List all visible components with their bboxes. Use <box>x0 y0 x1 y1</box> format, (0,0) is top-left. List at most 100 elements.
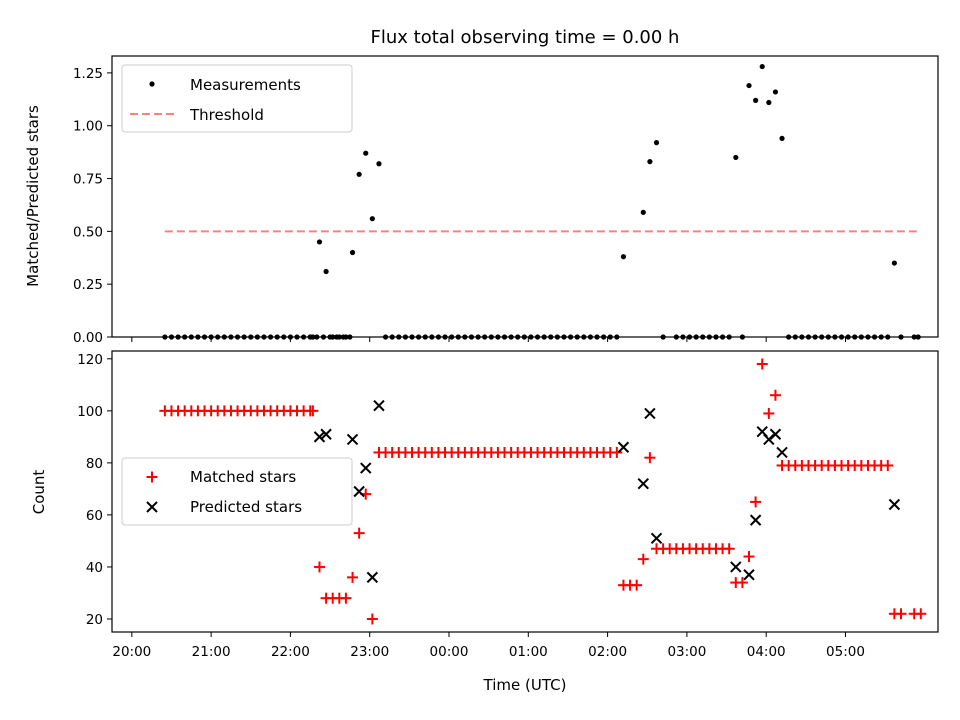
bottom-y-tick-label: 60 <box>86 508 103 524</box>
top-y-tick-label: 0.25 <box>73 277 103 293</box>
legend-measurements-label: Measurements <box>190 76 301 94</box>
predicted-star-point <box>320 428 332 440</box>
predicted-star-point <box>637 477 649 490</box>
x-tick-label: 01:00 <box>509 644 548 660</box>
top-y-tick-label: 0.00 <box>73 330 103 346</box>
top-y-tick-label: 1.00 <box>73 119 103 135</box>
x-tick-label: 22:00 <box>271 644 310 660</box>
bottom-panel: 20 40 60 80 100 120 20:00 21:00 22:00 23:00 00:00… <box>30 350 939 694</box>
matched-star-point <box>347 571 359 583</box>
bottom-axes-frame <box>111 350 939 633</box>
x-tick-label: 23:00 <box>350 644 389 660</box>
x-tick-label: 20:00 <box>112 644 151 660</box>
measurement-point <box>349 249 356 256</box>
legend-matched-marker <box>146 471 158 483</box>
matched-star-point <box>631 579 643 591</box>
predicted-star-point <box>730 561 742 573</box>
matched-star-point <box>611 446 623 458</box>
measurement-point <box>323 268 329 275</box>
top-legend: Measurements Threshold <box>121 64 353 133</box>
chart-title: Flux total observing time = 0.00 h <box>371 27 680 48</box>
matched-star-point <box>763 407 775 419</box>
top-x-ticks <box>131 337 846 342</box>
bottom-y-axis-label: Count <box>30 470 48 515</box>
matched-star-point <box>637 553 649 565</box>
matched-star-point <box>756 358 768 370</box>
bottom-y-tick-label: 80 <box>86 456 103 472</box>
measurement-point <box>620 254 627 260</box>
predicted-star-point <box>769 428 782 440</box>
matched-star-point <box>743 551 755 563</box>
matched-star-point <box>915 608 927 620</box>
top-y-tick-label: 0.50 <box>73 224 103 240</box>
x-tick-label: 00:00 <box>430 644 469 660</box>
top-legend-box <box>121 64 353 133</box>
top-panel: 0.00 0.25 0.50 0.75 1.00 1.25 Matched/Predict… <box>24 55 939 346</box>
legend-predicted-label: Predicted stars <box>190 498 302 516</box>
predicted-star-point <box>353 485 365 498</box>
measurement-point <box>772 89 779 95</box>
bottom-y-tick-label: 120 <box>77 352 103 368</box>
predicted-star-point <box>650 532 663 545</box>
matched-star-point <box>353 527 365 539</box>
predicted-star-point <box>888 498 901 511</box>
top-y-axis: 0.00 0.25 0.50 0.75 1.00 1.25 <box>73 66 112 346</box>
measurement-point <box>376 161 382 167</box>
matched-star-point <box>366 613 378 625</box>
predicted-star-point <box>749 514 762 526</box>
predicted-star-point <box>617 441 630 453</box>
matched-star-point <box>750 496 762 508</box>
predicted-star-point <box>776 446 788 459</box>
bottom-y-axis: 20 40 60 80 100 120 <box>77 352 112 628</box>
measurement-point <box>369 216 375 222</box>
measurement-point <box>653 140 660 146</box>
measurement-point <box>746 82 752 89</box>
bottom-legend-box <box>121 457 353 526</box>
predicted-star-point <box>360 462 372 474</box>
matched-star-point <box>307 405 319 417</box>
matched-star-point <box>736 577 748 589</box>
measurement-point <box>779 135 785 141</box>
measurement-point <box>640 209 646 215</box>
top-y-tick-label: 0.75 <box>73 172 103 188</box>
matched-star-point <box>340 592 352 604</box>
predicted-star-point <box>743 569 755 581</box>
measurement-point <box>647 159 653 165</box>
x-tick-label: 21:00 <box>192 644 231 660</box>
x-tick-label: 04:00 <box>747 644 786 660</box>
measurement-point <box>753 97 759 103</box>
matched-star-point <box>723 543 735 555</box>
top-y-axis-label: Matched/Predicted stars <box>24 105 42 287</box>
bottom-x-axis: 20:00 21:00 22:00 23:00 00:00 01:00 02:00 03:00… <box>112 632 865 660</box>
matched-star-point <box>882 459 894 471</box>
bottom-legend: Matched stars Predicted stars <box>121 457 353 526</box>
predicted-star-point <box>346 433 359 446</box>
bottom-y-tick-label: 100 <box>77 404 103 420</box>
predicted-star-point <box>644 407 656 420</box>
measurement-point <box>759 63 765 70</box>
x-tick-label: 03:00 <box>667 644 706 660</box>
matched-star-point <box>769 389 781 401</box>
measurement-point <box>733 154 739 161</box>
predicted-star-point <box>366 571 379 584</box>
measurement-point <box>363 150 369 156</box>
matched-star-point <box>644 452 656 464</box>
legend-matched-label: Matched stars <box>190 468 296 486</box>
predicted-star-point <box>373 399 385 412</box>
matched-star-point <box>895 608 907 620</box>
bottom-plot-area <box>159 358 927 625</box>
top-axes-frame <box>111 55 939 338</box>
predicted-star-point <box>313 431 326 443</box>
legend-threshold-label: Threshold <box>189 106 264 124</box>
measurement-point <box>356 171 362 177</box>
x-tick-label: 05:00 <box>826 644 865 660</box>
x-axis-label: Time (UTC) <box>483 676 567 694</box>
measurement-point <box>891 260 897 266</box>
x-tick-label: 02:00 <box>588 644 627 660</box>
measurement-point <box>766 99 772 106</box>
bottom-y-tick-label: 40 <box>86 560 103 576</box>
legend-predicted-marker <box>146 501 158 513</box>
measurement-point <box>316 239 323 245</box>
legend-measurements-marker <box>149 81 155 87</box>
